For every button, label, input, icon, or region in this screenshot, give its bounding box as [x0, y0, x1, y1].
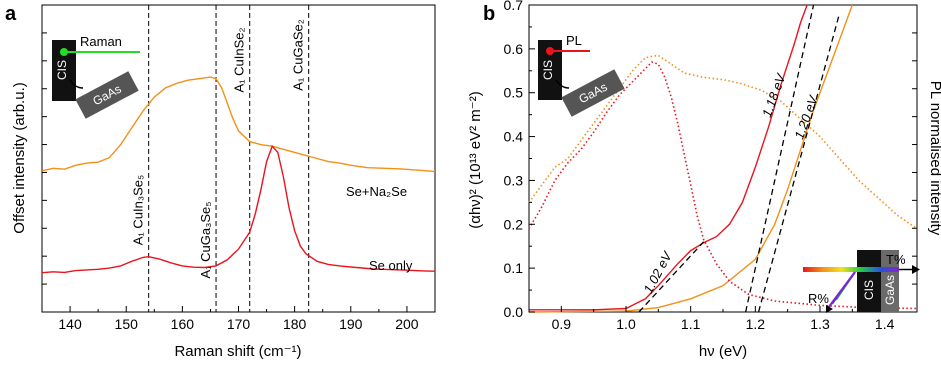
reference-line-label: A₁ CuIn₃Se₅ — [131, 175, 146, 246]
x-tick-label: 1.4 — [875, 316, 895, 332]
series-line — [528, 4, 853, 313]
inset-cis-label: CIS — [55, 60, 69, 80]
panel-b: 0.9 1.0 1.1 1.2 1.3 1.4 0.0 0.1 0.2 0.3 0.4 0.5 0.6 0… — [467, 0, 941, 360]
series-line — [528, 54, 918, 230]
reflection-label: R% — [808, 291, 829, 306]
x-tick-label: 160 — [171, 316, 195, 332]
series-label-se-only: Se only — [369, 258, 413, 273]
pl-inset: CIS PL GaAs — [538, 33, 625, 117]
gaas-substrate-block-b: GaAs — [561, 69, 625, 117]
panel-a: A₁ CuIn₃Se₅ A₁ CuGa₃Se₅ A₁ CuInSe₂ A₁ CuGaS… — [11, 4, 436, 360]
b-y-axis-label: (αhν)² (10¹³ eV² m⁻²) — [467, 91, 484, 228]
y-tick-label: 0.5 — [504, 85, 524, 101]
panel-label-a: a — [5, 3, 17, 25]
x-tick-label: 1.3 — [810, 316, 830, 332]
linear-fit-line — [744, 4, 815, 313]
raman-inset: CIS Raman GaAs — [52, 34, 140, 119]
series-line — [528, 61, 918, 310]
linear-fit-line — [638, 241, 705, 313]
transmission-label: T% — [886, 252, 906, 267]
x-tick-label: 1.1 — [681, 316, 701, 332]
bandgap-label: 1.18 eV — [759, 71, 789, 119]
gaas-substrate-block-c — [881, 250, 899, 312]
x-tick-label: 150 — [115, 316, 139, 332]
cis-film-block-c — [857, 250, 881, 312]
y-tick-label: 0.4 — [504, 129, 524, 145]
reflection-arrow-icon — [826, 305, 833, 313]
x-tick-label: 180 — [283, 316, 307, 332]
linear-fit-line — [757, 13, 841, 313]
inset-cis-label-b: CIS — [541, 60, 555, 80]
y-tick-label: 0.1 — [504, 260, 524, 276]
y-tick-label: 0.6 — [504, 41, 524, 57]
x-tick-label: 1.0 — [616, 316, 636, 332]
x-tick-label: 140 — [58, 316, 82, 332]
a-x-axis-label: Raman shift (cm⁻¹) — [174, 343, 301, 360]
raman-spot-icon — [60, 48, 68, 56]
panel-label-b: b — [483, 3, 495, 25]
y-tick-label: 0.7 — [504, 0, 524, 13]
x-tick-label: 170 — [227, 316, 251, 332]
curved-arrow-icon-b — [555, 79, 570, 89]
inset-gaas-label-c: GaAs — [883, 275, 897, 305]
series-line — [41, 76, 436, 173]
reflected-ray-violet — [827, 271, 856, 309]
pl-spot-icon — [546, 47, 554, 55]
light-beam — [803, 267, 899, 272]
curved-arrow-icon — [69, 79, 84, 89]
b-x-axis-label: hν (eV) — [699, 343, 747, 360]
y-tick-label: 0.0 — [504, 304, 524, 320]
transmission-arrow-icon — [912, 265, 920, 274]
inset-cis-label-c: CIS — [862, 280, 876, 300]
series-line — [41, 144, 436, 274]
a-y-axis-label: Offset intensity (arb.u.) — [11, 82, 28, 233]
reference-line-label: A₁ CuGaSe₂ — [291, 19, 306, 91]
x-tick-label: 0.9 — [552, 316, 572, 332]
raman-beam-label: Raman — [80, 34, 122, 49]
reference-line-label: A₁ CuGa₃Se₅ — [198, 201, 213, 278]
pl-beam-label: PL — [566, 33, 582, 48]
b-y-axis-label-right: PL normalised intensity — [927, 81, 941, 236]
x-tick-label: 1.2 — [746, 316, 766, 332]
gaas-substrate-block: GaAs — [75, 71, 139, 119]
series-line — [529, 4, 808, 311]
series-label-se-na2se: Se+Na₂Se — [346, 184, 407, 199]
x-tick-label: 200 — [395, 316, 419, 332]
reference-line-label: A₁ CuInSe₂ — [232, 27, 247, 92]
x-tick-label: 190 — [339, 316, 363, 332]
y-tick-label: 0.3 — [504, 172, 524, 188]
optics-inset: CIS GaAs T% R% — [803, 250, 920, 313]
y-tick-label: 0.2 — [504, 216, 524, 232]
